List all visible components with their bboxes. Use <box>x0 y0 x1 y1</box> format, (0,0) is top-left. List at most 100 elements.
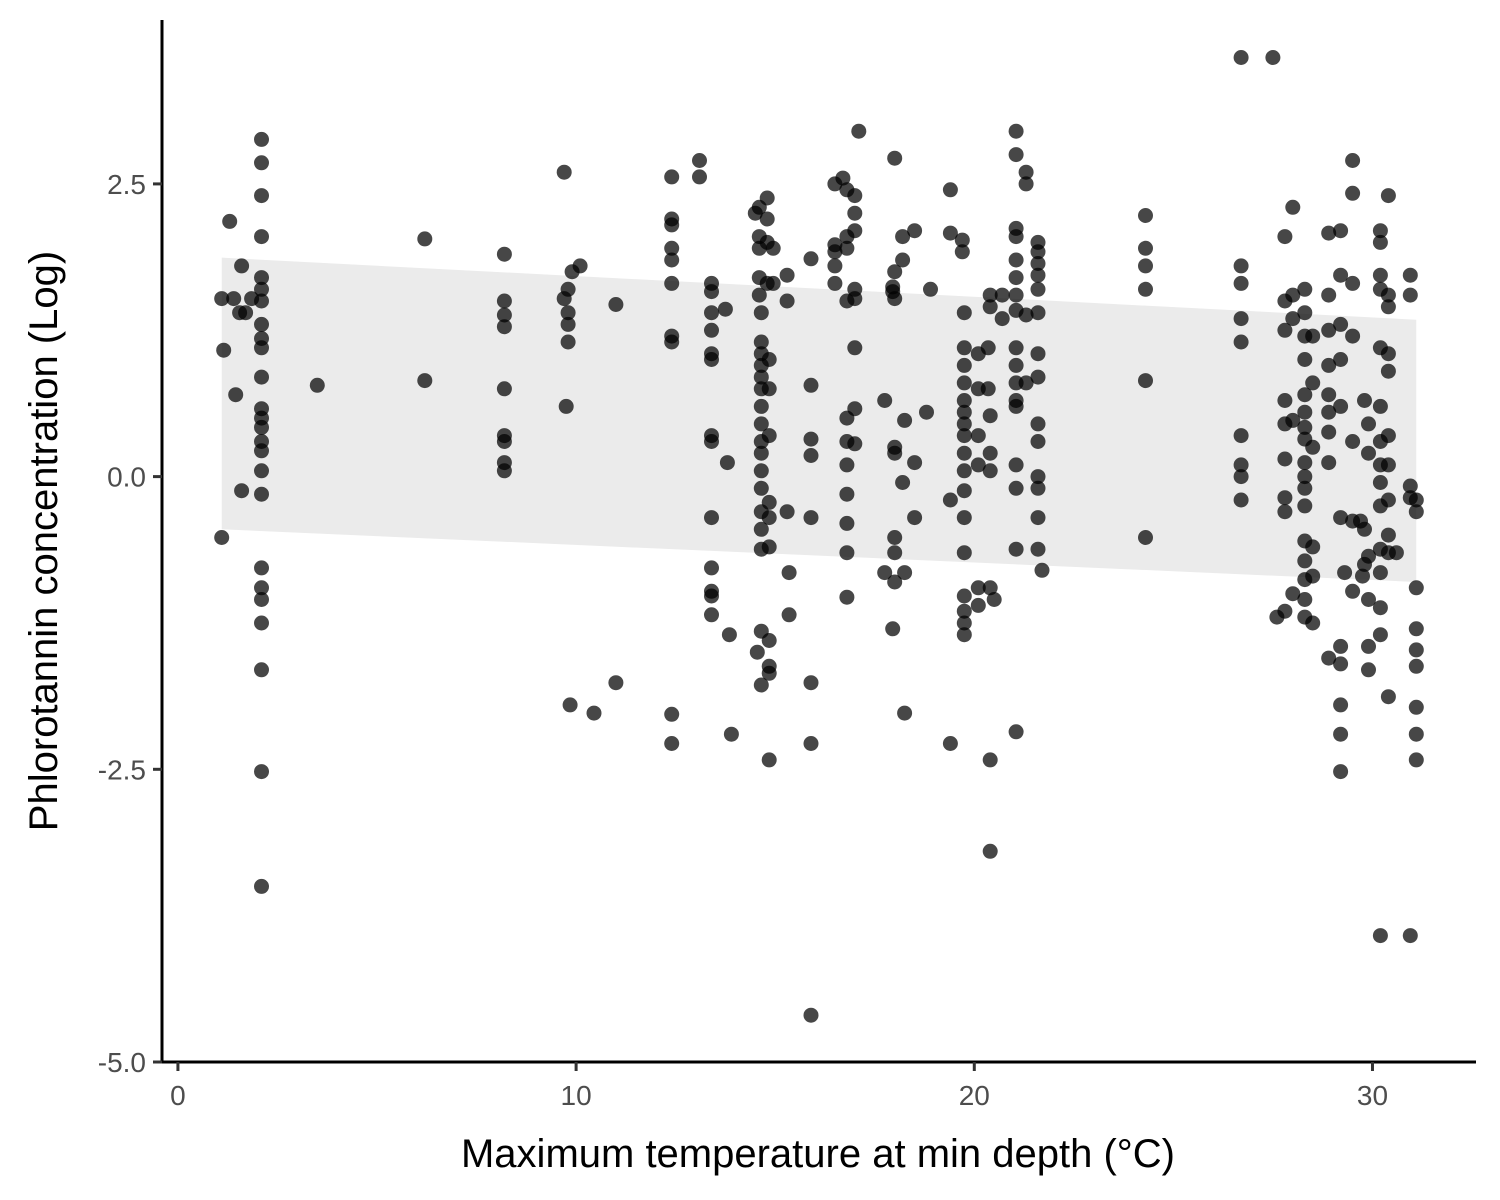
data-point <box>664 252 680 268</box>
data-point <box>1372 398 1388 414</box>
data-point <box>1333 223 1349 239</box>
data-point <box>1285 412 1301 428</box>
data-point <box>723 726 739 742</box>
data-point <box>1008 270 1024 286</box>
data-point <box>1361 662 1376 678</box>
data-point <box>1345 185 1361 201</box>
data-point <box>1357 521 1372 537</box>
data-point <box>907 223 923 239</box>
data-point <box>309 377 325 393</box>
data-point <box>970 597 986 613</box>
data-point <box>1030 281 1046 297</box>
data-point <box>1361 445 1376 461</box>
data-point <box>982 843 998 859</box>
data-point <box>692 153 707 168</box>
data-point <box>1380 346 1396 362</box>
data-point <box>1030 256 1046 271</box>
data-point <box>954 232 970 248</box>
data-point <box>994 287 1010 303</box>
data-point <box>254 229 269 245</box>
y-tick-label: 0.0 <box>107 462 146 493</box>
data-point <box>919 404 934 420</box>
data-point <box>887 445 903 461</box>
data-point <box>1297 592 1313 607</box>
data-point <box>496 246 512 262</box>
data-point <box>803 1007 819 1023</box>
data-point <box>753 445 769 461</box>
data-point <box>839 457 855 473</box>
data-point <box>956 416 972 432</box>
data-point <box>839 515 855 531</box>
data-point <box>982 580 998 596</box>
data-point <box>704 510 719 526</box>
data-point <box>956 340 972 356</box>
data-point <box>907 455 923 471</box>
data-point <box>1355 568 1370 584</box>
data-point <box>759 190 775 206</box>
data-point <box>254 188 269 204</box>
data-point <box>753 334 769 350</box>
data-point <box>1008 541 1024 557</box>
data-point <box>1277 451 1293 467</box>
data-point <box>1333 726 1349 742</box>
data-point <box>1138 240 1153 256</box>
data-point <box>1408 621 1424 637</box>
y-tick-label: -2.5 <box>98 754 146 785</box>
data-point <box>214 291 230 307</box>
data-point <box>877 565 893 581</box>
data-point <box>417 373 433 389</box>
data-point <box>885 621 901 637</box>
data-point <box>895 252 911 268</box>
data-point <box>1297 480 1313 496</box>
y-tick-label: 2.5 <box>107 169 146 200</box>
data-point <box>847 291 863 307</box>
data-point <box>956 428 972 444</box>
data-point <box>560 334 576 350</box>
data-point <box>1138 530 1153 545</box>
data-point <box>1333 267 1349 283</box>
data-point <box>1018 176 1034 192</box>
data-point <box>214 530 230 545</box>
data-point <box>1233 311 1249 327</box>
data-point <box>761 752 777 768</box>
data-point <box>753 521 769 537</box>
data-point <box>1233 492 1249 508</box>
data-point <box>1008 457 1024 473</box>
data-point <box>1305 439 1321 455</box>
data-point <box>1285 586 1301 602</box>
data-point <box>942 182 958 198</box>
data-point <box>1008 340 1024 356</box>
data-point <box>897 412 913 428</box>
data-point <box>761 428 777 444</box>
data-point <box>847 436 863 452</box>
data-point <box>1138 373 1153 389</box>
data-point <box>560 305 576 321</box>
data-point <box>1030 369 1046 385</box>
data-point <box>1345 275 1361 291</box>
data-point <box>717 301 733 317</box>
data-point <box>753 369 769 385</box>
data-point <box>753 398 769 414</box>
data-point <box>496 434 512 449</box>
data-point <box>1030 416 1046 432</box>
data-point <box>1408 642 1424 658</box>
x-tick-label: 30 <box>1357 1080 1388 1111</box>
data-point <box>1380 492 1396 508</box>
data-point <box>1380 299 1396 315</box>
data-point <box>1333 352 1349 367</box>
data-point <box>1018 164 1034 180</box>
data-point <box>1321 387 1337 403</box>
data-point <box>1297 387 1313 403</box>
data-point <box>887 150 903 166</box>
data-point <box>1018 375 1034 391</box>
data-point <box>254 131 269 147</box>
data-point <box>1305 328 1321 344</box>
data-point <box>1233 457 1249 473</box>
axes <box>160 20 1476 1064</box>
data-point <box>1008 229 1024 245</box>
data-point <box>847 223 863 239</box>
data-point <box>1269 609 1285 625</box>
data-point <box>254 270 269 286</box>
data-point <box>956 404 972 420</box>
data-point <box>664 706 680 722</box>
